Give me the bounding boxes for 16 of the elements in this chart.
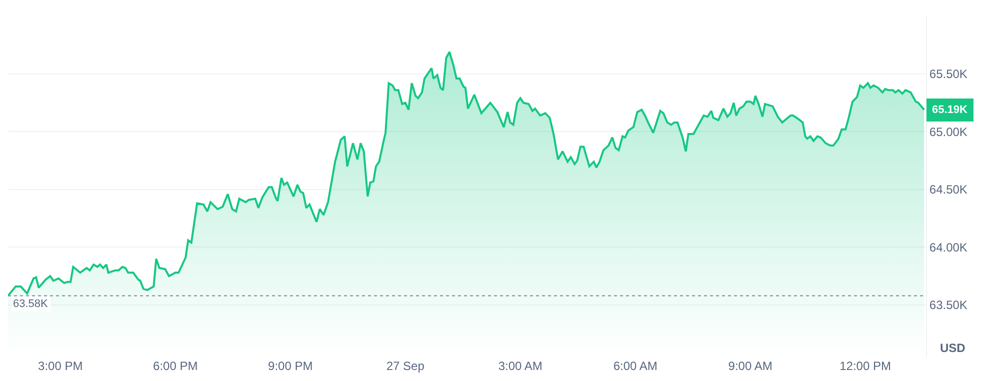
y-tick-label: 65.00K [929,124,968,139]
x-tick-label: 12:00 PM [840,359,891,373]
y-tick-label: 64.00K [929,240,968,254]
y-axis-title: USD [940,341,966,355]
x-tick-label: 6:00 PM [153,359,198,373]
x-tick-label: 3:00 PM [38,359,83,373]
x-tick-label: 3:00 AM [498,359,542,373]
x-tick-label: 9:00 PM [268,359,313,373]
ref-line-label: 63.58K [13,298,49,310]
x-tick-label: 27 Sep [386,359,425,373]
annotation: 65.19K [932,104,968,116]
y-tick-label: 63.50K [929,298,968,312]
y-tick-label: 64.50K [929,182,968,197]
x-tick-label: 6:00 AM [613,359,658,373]
y-tick-label: 65.50K [929,67,968,82]
x-tick-label: 9:00 AM [728,359,772,373]
